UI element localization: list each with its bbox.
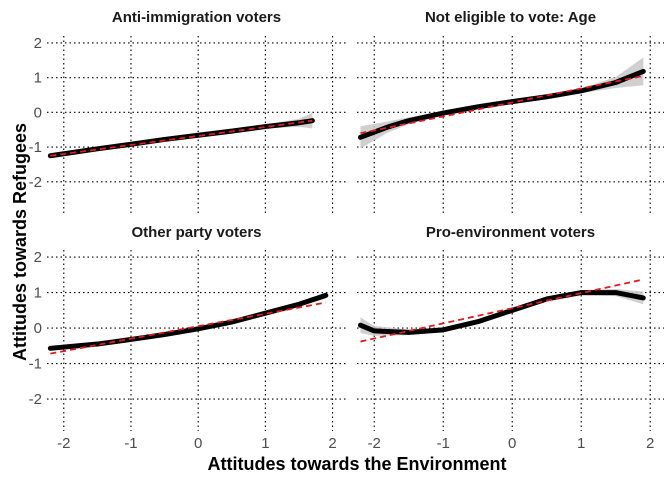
y-tick-label: -2 — [29, 174, 42, 191]
x-tick-label: -1 — [437, 435, 450, 452]
panel-title-other-party-voters: Other party voters — [131, 224, 261, 241]
x-axis-title: Attitudes towards the Environment — [207, 454, 506, 474]
panel-title-anti-immigration-voters: Anti-immigration voters — [112, 9, 281, 26]
panel-title-not-eligible-to-vote-age: Not eligible to vote: Age — [425, 9, 596, 26]
y-axis-title: Attitudes towards Refugees — [10, 123, 30, 361]
smooth-fit-line-anti-immigration-voters — [47, 118, 315, 159]
x-tick-label: -2 — [57, 435, 70, 452]
y-tick-label: 2 — [34, 249, 42, 266]
y-tick-label: -1 — [29, 356, 42, 373]
smooth-fit-line-pro-environment-voters — [357, 290, 646, 335]
linear-fit-line-other-party-voters — [50, 301, 327, 355]
panel-title-pro-environment-voters: Pro-environment voters — [426, 224, 595, 241]
x-tick-label: 2 — [328, 435, 336, 452]
linear-fit-line-anti-immigration-voters — [50, 119, 313, 157]
x-tick-label: 1 — [577, 435, 585, 452]
x-tick-label: -2 — [368, 435, 381, 452]
y-tick-label: 1 — [34, 285, 42, 302]
linear-fit-line-pro-environment-voters — [360, 278, 644, 343]
y-tick-label: -1 — [29, 139, 42, 156]
y-tick-label: -2 — [29, 391, 42, 408]
x-tick-label: 2 — [646, 435, 654, 452]
x-tick-label: 0 — [194, 435, 202, 452]
x-tick-label: 0 — [508, 435, 516, 452]
y-tick-label: 2 — [34, 35, 42, 52]
x-tick-label: 1 — [261, 435, 269, 452]
linear-fit-line-not-eligible-to-vote-age — [360, 75, 644, 135]
confidence-band-other-party-voters — [50, 292, 326, 351]
y-tick-label: 1 — [34, 70, 42, 87]
y-tick-label: 0 — [34, 320, 42, 337]
y-tick-label: 0 — [34, 104, 42, 121]
x-tick-label: -1 — [124, 435, 137, 452]
smooth-fit-line-other-party-voters — [47, 292, 329, 351]
smooth-fit-line-not-eligible-to-vote-age — [357, 68, 646, 140]
